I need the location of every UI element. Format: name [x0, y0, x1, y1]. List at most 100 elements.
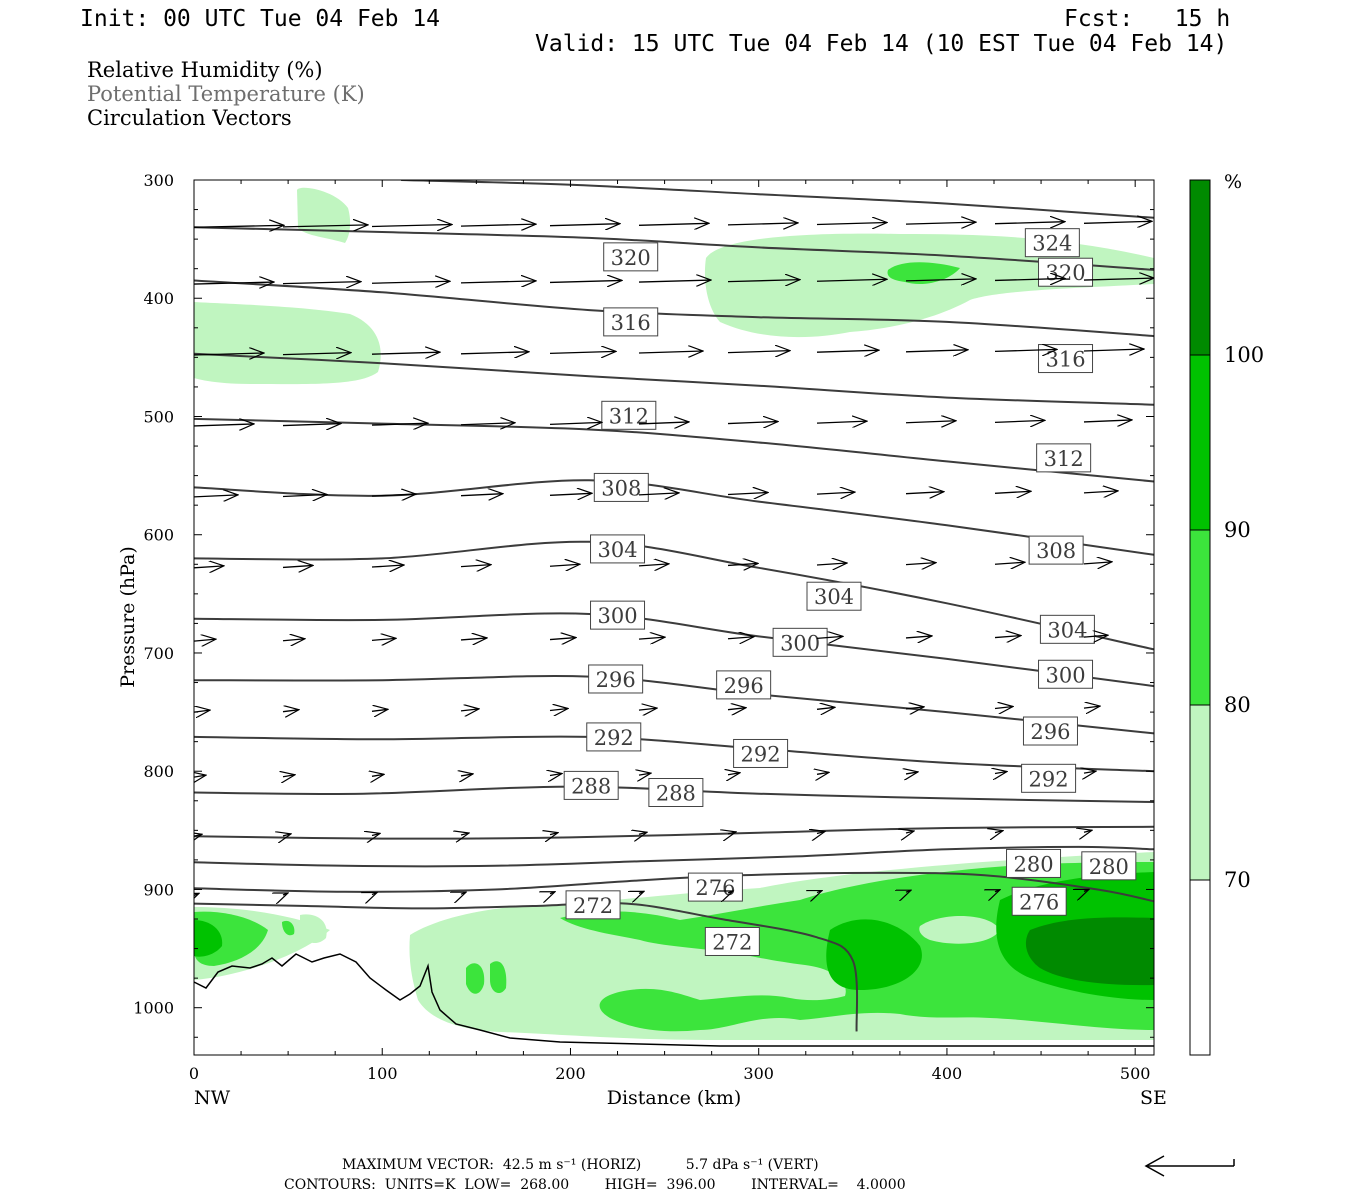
svg-text:292: 292	[1029, 767, 1069, 791]
colorbar-segment-3	[1189, 354, 1211, 531]
x-end-label-left: NW	[194, 1087, 231, 1109]
axes: 0 100 200 300 400 500 300 400 500 600 700 800 900 100…	[133, 171, 1154, 1083]
colorbar-level-70: 70	[1224, 868, 1251, 892]
svg-text:304: 304	[1047, 618, 1087, 642]
circulation-vector	[728, 832, 736, 834]
circulation-vector	[550, 891, 555, 894]
theta-label-320-0: 320	[603, 242, 659, 272]
circulation-vector	[1084, 830, 1092, 832]
theta-label-308-0: 308	[593, 472, 649, 502]
circulation-vector	[727, 422, 778, 424]
circulation-vector	[371, 638, 396, 640]
svg-text:312: 312	[1044, 447, 1084, 471]
svg-text:300: 300	[780, 631, 820, 655]
theta-contour-308	[194, 479, 1154, 556]
circulation-vector	[194, 775, 206, 777]
circulation-vector	[194, 424, 254, 426]
reference-vector	[1144, 1155, 1235, 1177]
circulation-vector	[461, 891, 466, 894]
circulation-vector	[283, 775, 295, 777]
theta-label-296-0: 296	[588, 664, 644, 694]
rh-70-hole-right	[919, 915, 1000, 944]
circulation-vector	[194, 353, 264, 355]
circulation-vector	[816, 222, 887, 224]
circulation-vector	[371, 352, 440, 354]
rh-80-patch-blob-d	[282, 920, 295, 936]
rh-title: Relative Humidity (%)	[87, 58, 323, 82]
circulation-vector	[638, 280, 711, 282]
theta-title: Potential Temperature (K)	[87, 82, 365, 106]
circulation-vector	[371, 423, 428, 425]
theta-label-292-1: 292	[733, 738, 789, 768]
theta-label-288-1: 288	[648, 778, 704, 807]
x-end-label-right: SE	[1140, 1087, 1167, 1109]
circulation-vector	[549, 493, 592, 495]
circulation-vector	[1083, 635, 1108, 637]
circulation-vectors	[194, 221, 1154, 895]
theta-label-300-2: 300	[1038, 659, 1094, 689]
circulation-vector	[549, 638, 576, 640]
circulation-vector	[282, 710, 299, 712]
circulation-vector	[995, 831, 1003, 833]
circulation-vector	[816, 707, 835, 709]
circulation-vector	[282, 565, 313, 567]
circulation-vector	[1083, 491, 1118, 493]
circulation-vector	[728, 773, 740, 775]
circulation-vector	[550, 833, 558, 835]
theta-contour-300	[194, 612, 1154, 688]
rh-80-patch-blob-b	[466, 963, 485, 994]
circulation-vector	[282, 282, 361, 284]
circulation-vector	[371, 494, 416, 496]
svg-text:296: 296	[724, 674, 764, 698]
circulation-vector	[994, 636, 1021, 638]
svg-text:304: 304	[597, 538, 637, 562]
circulation-vector	[372, 833, 380, 835]
circulation-vector	[817, 831, 825, 833]
theta-contour-304	[194, 540, 1154, 651]
theta-label-288-0: 288	[563, 770, 619, 800]
circulation-vector	[727, 708, 746, 710]
circulation-vector	[461, 774, 473, 776]
svg-text:312: 312	[609, 404, 649, 428]
circulation-vector	[816, 636, 843, 638]
svg-text:316: 316	[611, 311, 651, 335]
colorbar-segment-1	[1189, 704, 1211, 881]
rh-70-hole-centre	[679, 957, 760, 978]
y-tick-label-3: 600	[143, 526, 174, 545]
y-tick-label-5: 800	[143, 762, 174, 781]
contour-note: CONTOURS: UNITS=K LOW= 268.00 HIGH= 396.…	[284, 1177, 906, 1193]
theta-label-296-2: 296	[1022, 716, 1078, 746]
x-tick-label-5: 500	[1120, 1064, 1151, 1083]
svg-text:272: 272	[712, 930, 752, 954]
theta-label-304-1: 304	[806, 581, 862, 611]
svg-text:276: 276	[1019, 890, 1059, 914]
rh-70-band-mid-left	[194, 302, 381, 385]
svg-text:296: 296	[596, 668, 636, 692]
theta-contour-284	[194, 825, 1154, 840]
theta-label-280-1: 280	[1081, 851, 1137, 881]
circulation-vector	[727, 637, 754, 639]
circulation-vector	[194, 495, 238, 497]
theta-label-292-2: 292	[1021, 763, 1077, 793]
circulation-vector	[460, 638, 487, 640]
circulation-vector	[816, 492, 855, 494]
vectors-title: Circulation Vectors	[87, 106, 292, 130]
svg-text:308: 308	[601, 476, 641, 500]
circulation-vector	[371, 224, 452, 226]
colorbar-segment-2	[1189, 529, 1211, 706]
max-vector-note: MAXIMUM VECTOR: 42.5 m s⁻¹ (HORIZ) 5.7 d…	[342, 1157, 819, 1173]
circulation-vector	[994, 706, 1013, 708]
rh-70-band-upper-left	[297, 187, 351, 243]
circulation-vector	[1084, 888, 1089, 891]
x-tick-label-3: 300	[743, 1064, 774, 1083]
circulation-vector	[460, 352, 529, 354]
circulation-vector	[549, 224, 620, 226]
circulation-vector	[905, 421, 956, 423]
circulation-vector	[906, 772, 918, 774]
circulation-vector	[727, 563, 758, 565]
svg-text:316: 316	[1045, 348, 1085, 372]
circulation-vector	[639, 773, 651, 775]
circulation-vector	[194, 282, 274, 284]
x-axis-title: Distance (km)	[607, 1087, 742, 1109]
circulation-vector	[1083, 706, 1100, 708]
